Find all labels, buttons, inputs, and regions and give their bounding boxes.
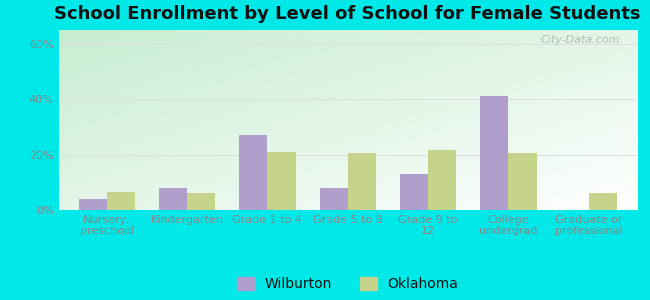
Legend: Wilburton, Oklahoma: Wilburton, Oklahoma (231, 272, 464, 297)
Text: City-Data.com: City-Data.com (540, 35, 619, 45)
Bar (320, 188, 348, 210)
Bar (480, 97, 508, 210)
Bar (428, 151, 456, 210)
Bar (159, 188, 187, 210)
Bar (107, 192, 135, 210)
Title: School Enrollment by Level of School for Female Students: School Enrollment by Level of School for… (55, 5, 641, 23)
Bar (400, 174, 428, 210)
Bar (79, 199, 107, 210)
Bar (508, 153, 536, 210)
Bar (239, 135, 267, 210)
Bar (187, 194, 215, 210)
Bar (267, 152, 296, 210)
Bar (348, 153, 376, 210)
Bar (589, 194, 617, 210)
